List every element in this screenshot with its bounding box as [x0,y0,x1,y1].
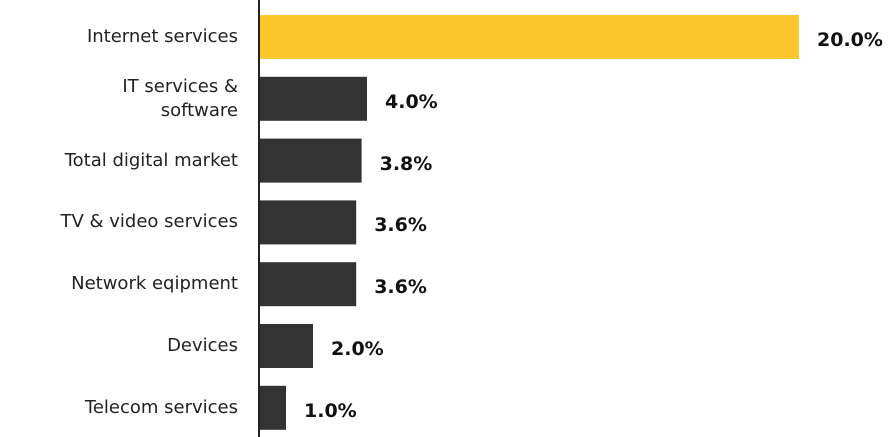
value-label: 3.6% [374,276,427,299]
value-label: 4.0% [385,90,438,113]
value-label: 2.0% [331,338,384,360]
category-label: Total digital market [64,149,238,171]
bar [260,76,367,121]
value-label: 1.0% [304,399,357,422]
bar [260,15,799,59]
bar [260,324,313,368]
bar [260,262,357,307]
bar [260,200,357,245]
category-label: Network eqipment [71,273,238,295]
category-label: TV & video services [60,211,238,233]
category-label: Telecom services [84,396,238,418]
category-label: IT services & software [122,75,238,121]
value-label: 3.6% [374,214,427,237]
value-label: 3.8% [379,152,433,175]
bar [260,385,286,430]
bar [260,138,362,183]
value-label: 20.0% [817,29,883,51]
category-label: Internet services [86,26,238,47]
category-label: Devices [167,335,238,356]
